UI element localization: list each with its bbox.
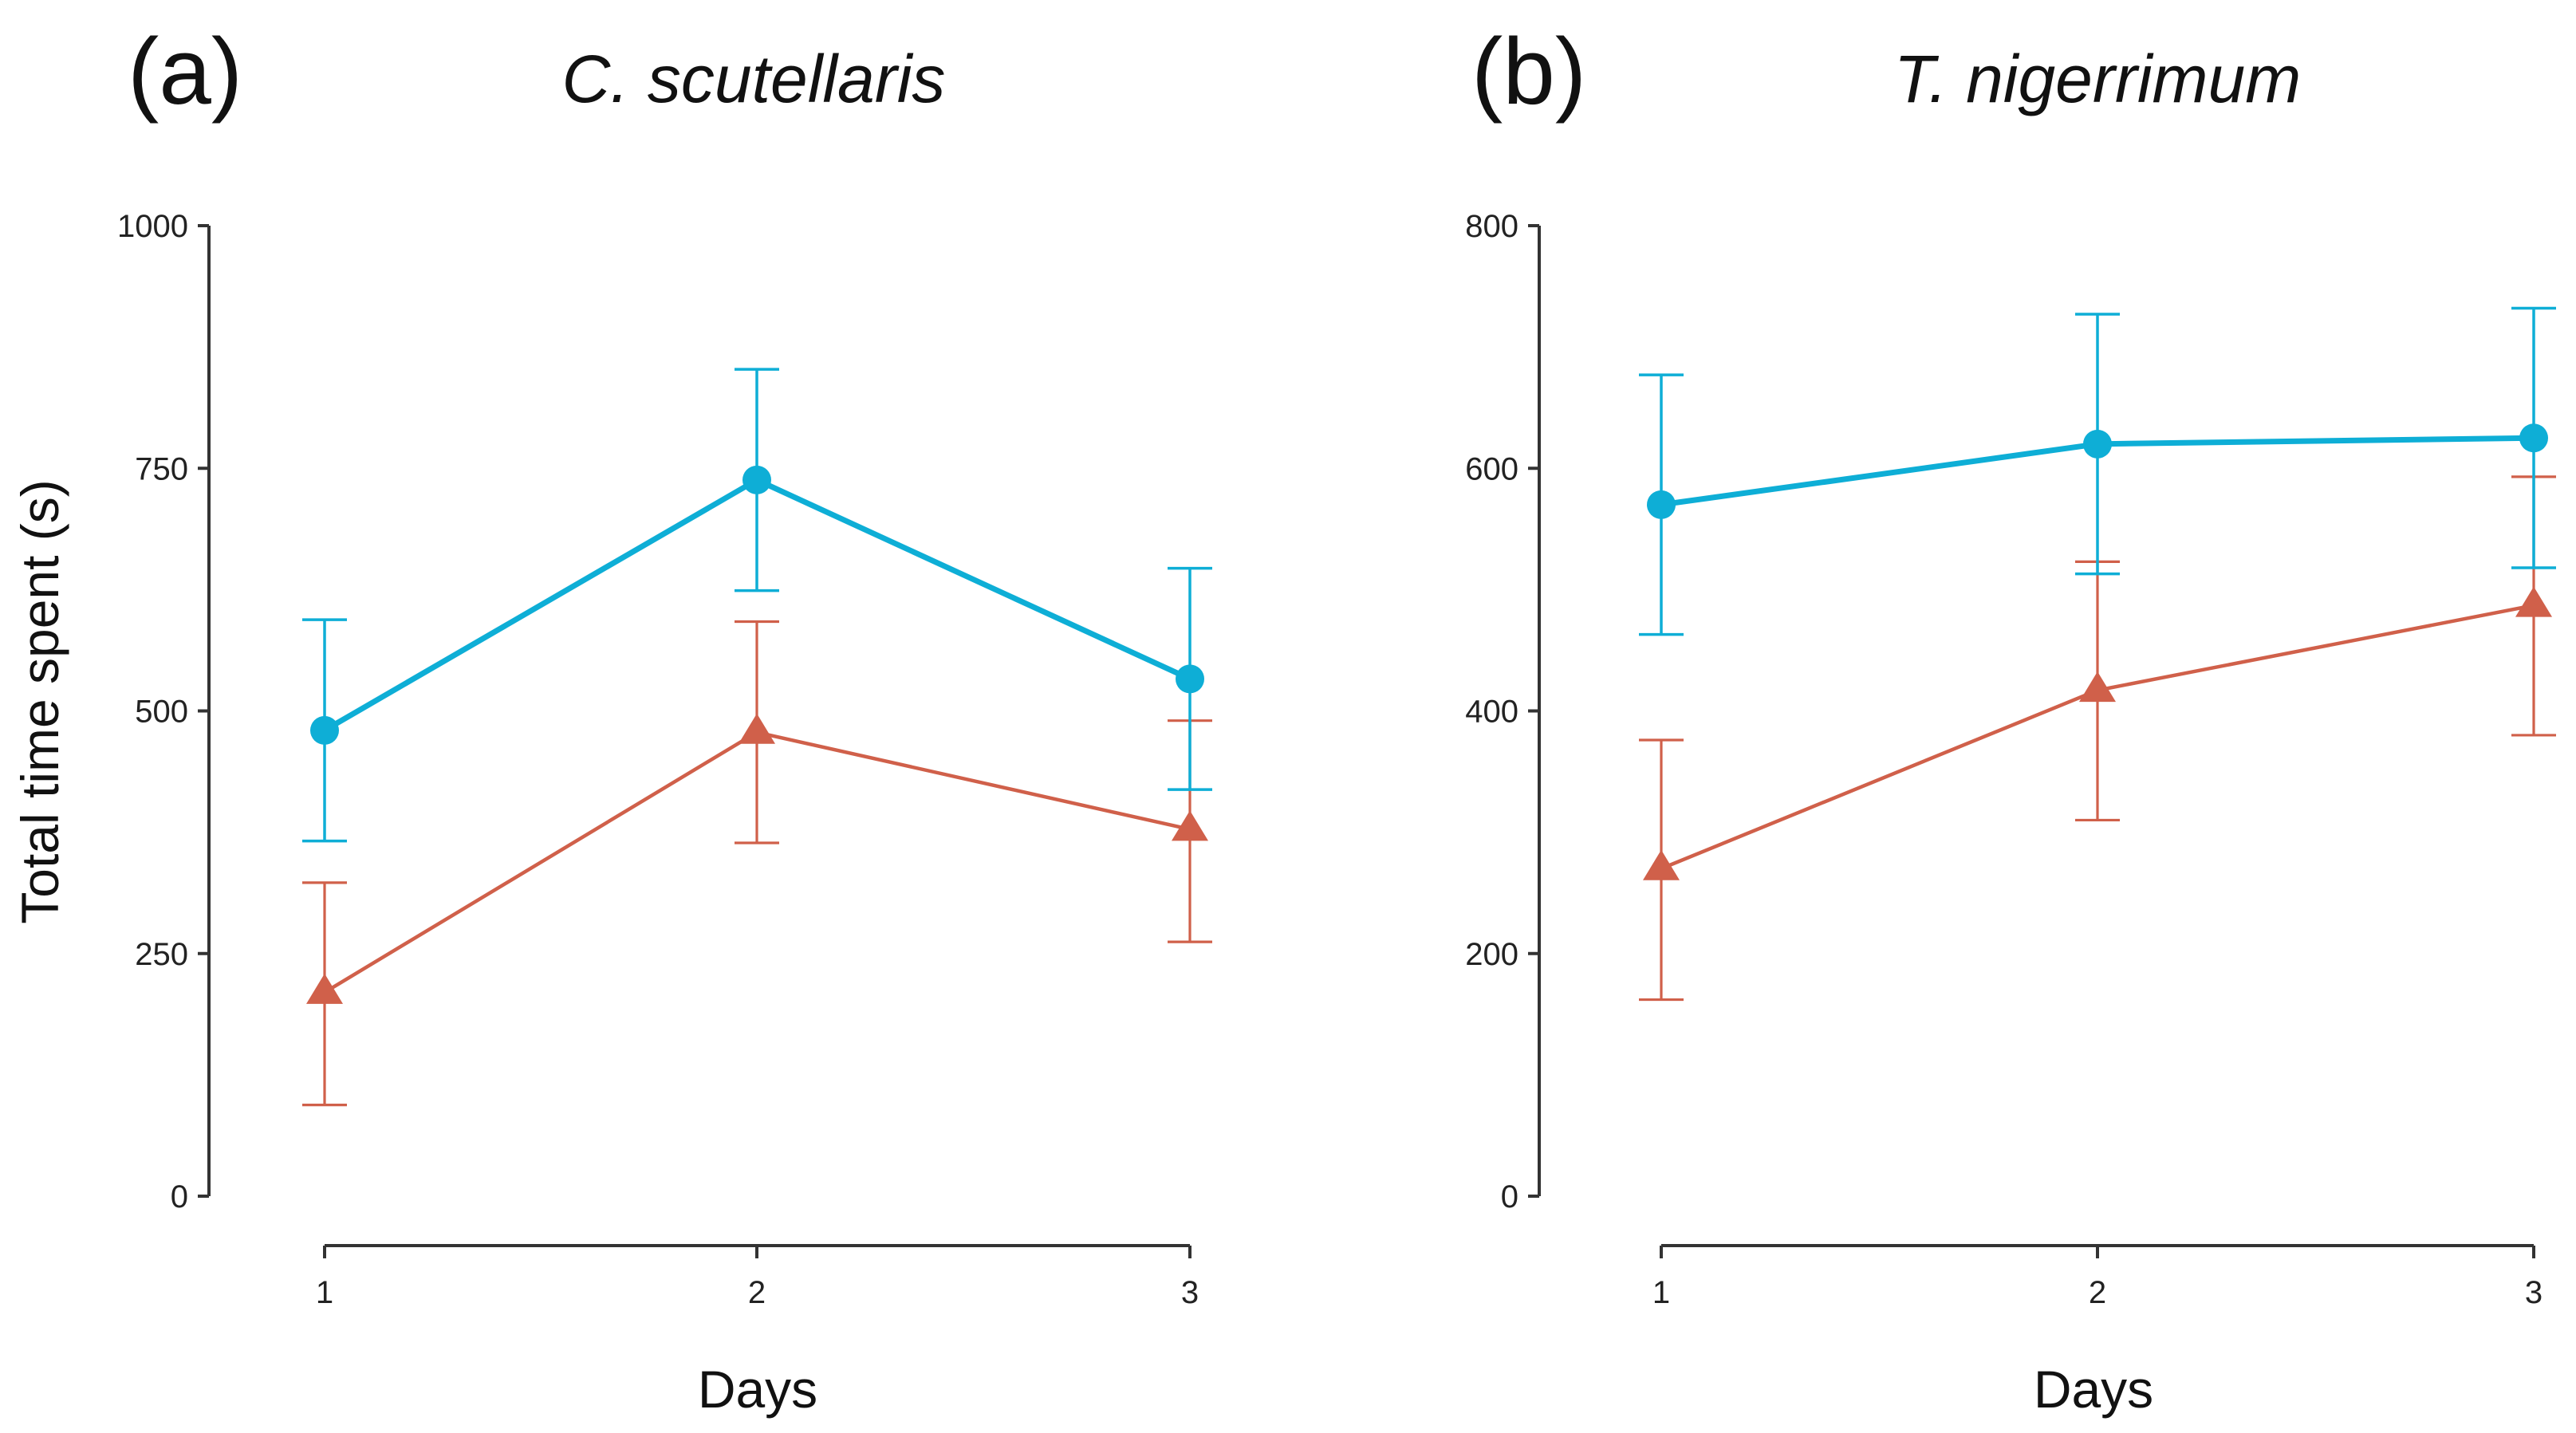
panel-b-y-tick-label: 800 [1465,209,1518,244]
panel-a-y-tick-label: 1000 [117,209,188,244]
panel-a-letter: (a) [128,19,242,124]
panel-b-y-tick-label: 400 [1465,695,1518,730]
panel-b: (b) T. nigerrimum Days 0 200 400 600 800 1 2 3 [1465,19,2556,1419]
panel-b-y-tick-label: 0 [1501,1179,1518,1215]
panel-b-x-axis-title: Days [2034,1360,2153,1419]
panel-a-y-tick-label: 0 [171,1179,188,1215]
panel-a-y-tick-label: 750 [135,451,188,486]
panel-a: (a) C. scutellaris Total time spent (s) … [10,19,1212,1419]
panel-a-y-tick-label: 250 [135,937,188,972]
panel-a-circle-series-point [310,715,339,745]
panel-b-axes: 0 200 400 600 800 1 2 3 [1465,209,2543,1310]
panel-a-x-tick-label: 3 [1181,1275,1199,1310]
panel-b-circle-series-point [2519,423,2548,453]
panel-b-letter: (b) [1471,19,1586,124]
panel-b-y-tick-label: 200 [1465,937,1518,972]
panel-b-triangle-series-point [2515,586,2552,617]
panel-b-circle-series-point [2083,429,2112,459]
panel-a-circle-series-point [1176,664,1204,694]
panel-a-y-tick-label: 500 [135,695,188,730]
panel-b-circle-series-point [1647,490,1676,519]
panel-a-triangle-series-point [306,973,343,1004]
panel-a-x-axis-title: Days [698,1360,817,1419]
panel-b-x-tick-label: 2 [2089,1275,2106,1310]
panel-a-axes: 0 250 500 750 1000 1 2 3 [117,209,1199,1310]
panel-a-x-tick-label: 2 [748,1275,766,1310]
panel-a-title: C. scutellaris [562,41,946,116]
panel-b-triangle-series-point [1643,849,1680,880]
panel-a-circle-series-point [742,465,771,494]
panel-b-title: T. nigerrimum [1894,41,2301,116]
panel-b-y-tick-label: 600 [1465,451,1518,486]
panel-a-x-tick-label: 1 [316,1275,333,1310]
panel-b-triangle-series-point [2079,671,2116,703]
panel-b-series [1639,306,2556,1002]
panel-b-x-tick-label: 1 [1652,1275,1670,1310]
panel-a-triangle-series-point [1172,810,1208,841]
panel-a-triangle-series-point [739,713,775,744]
panel-b-x-tick-label: 3 [2525,1275,2543,1310]
panel-a-y-axis-title: Total time spent (s) [10,479,69,924]
panel-a-series [302,368,1212,1107]
